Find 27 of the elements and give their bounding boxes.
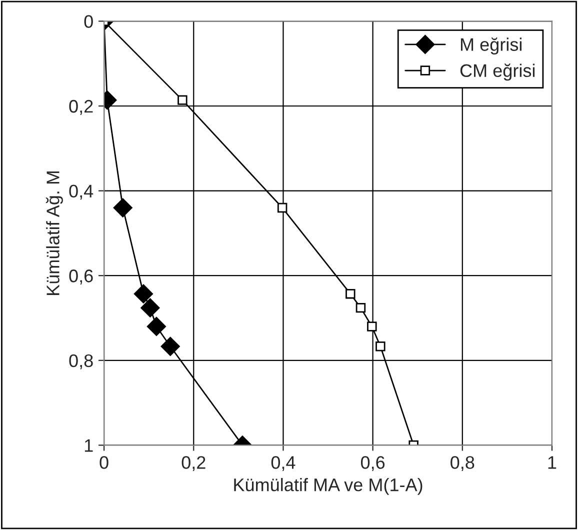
point xyxy=(160,336,180,356)
point xyxy=(134,284,153,304)
legend-label: CM eğrisi xyxy=(460,64,535,81)
y-tick-label: 0,8 xyxy=(69,354,93,370)
point xyxy=(178,95,188,105)
y-tick-label: 0 xyxy=(84,15,93,28)
y-axis-title: Kümülatif Ağ. M xyxy=(46,171,63,295)
point xyxy=(146,316,166,336)
point xyxy=(376,342,386,352)
x-tick-label: 1 xyxy=(548,456,556,469)
y-tick-label: 0,2 xyxy=(69,100,93,115)
point xyxy=(113,198,132,218)
x-tick-label: 0,8 xyxy=(450,456,474,472)
point xyxy=(140,298,160,318)
point xyxy=(367,322,377,332)
y-tick-label: 0,4 xyxy=(69,184,94,200)
x-axis-title: Kümülatif MA ve M(1-A) xyxy=(234,478,422,495)
legend-label: M eğrisi xyxy=(460,37,522,55)
x-tick-label: 0,2 xyxy=(182,456,206,472)
point xyxy=(277,202,288,213)
point xyxy=(356,302,366,313)
x-tick-label: 0,4 xyxy=(271,456,296,472)
x-tick-label: 0 xyxy=(100,456,108,469)
y-tick-label: 1 xyxy=(84,439,93,452)
y-tick-label: 0,6 xyxy=(69,270,93,284)
point xyxy=(346,288,356,299)
x-tick-label: 0,6 xyxy=(360,456,385,472)
